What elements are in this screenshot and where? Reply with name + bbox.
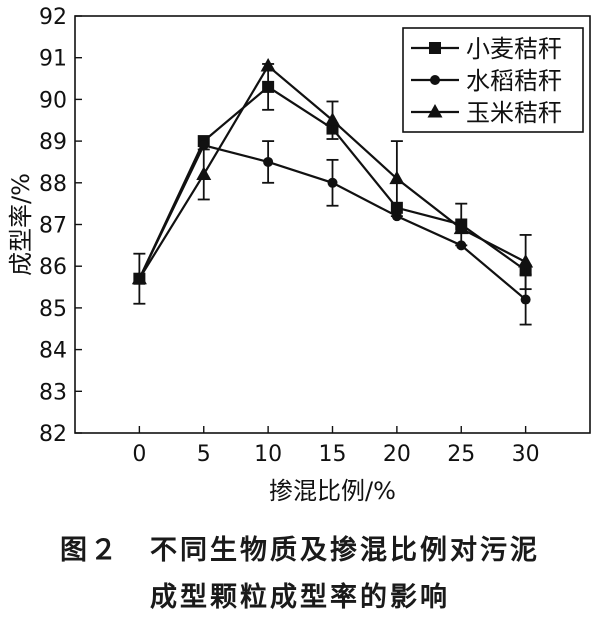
x-tick-label: 20	[383, 442, 411, 467]
y-tick-label: 88	[39, 172, 67, 197]
data-point	[518, 254, 534, 268]
x-tick-label: 10	[254, 442, 282, 467]
y-axis-label: 成型率/%	[7, 173, 35, 276]
x-axis-label: 掺混比例/%	[269, 477, 396, 505]
legend-marker	[430, 75, 440, 85]
legend-marker	[427, 104, 443, 118]
y-tick-label: 89	[39, 130, 67, 155]
legend-label: 小麦秸秆	[466, 35, 562, 63]
y-tick-label: 92	[39, 5, 67, 30]
data-point	[198, 140, 209, 151]
data-point	[453, 220, 469, 235]
chart-axes: 82 83 84 85 86 87 88 89 90 91 92 0 5 10 15 20 25 30 掺混比例/%…	[7, 5, 591, 505]
y-tick-label: 85	[39, 297, 67, 322]
figure-caption-line-1: 图２ 不同生物质及掺混比例对污泥	[60, 535, 540, 566]
y-tick-label: 83	[39, 380, 67, 405]
data-point	[196, 166, 212, 180]
y-tick-label: 91	[39, 47, 67, 72]
x-tick-label: 15	[319, 442, 347, 467]
y-tick-label: 84	[39, 339, 67, 364]
data-point	[456, 240, 467, 251]
legend-marker	[429, 42, 441, 54]
data-point	[263, 156, 274, 167]
y-tick-label: 86	[39, 255, 67, 280]
data-point	[262, 80, 275, 93]
x-tick-label: 0	[132, 442, 146, 467]
data-point	[325, 112, 340, 126]
data-point	[520, 294, 531, 305]
figure-caption-line-2: 成型颗粒成型率的影响	[150, 582, 450, 613]
data-point	[389, 170, 405, 185]
legend-label: 玉米秸秆	[466, 99, 562, 127]
y-tick-label: 82	[39, 422, 67, 447]
series-layer	[131, 58, 534, 326]
y-tick-label: 87	[39, 214, 67, 239]
x-tick-label: 30	[512, 442, 540, 467]
x-tick-label: 25	[447, 442, 475, 467]
data-point	[131, 270, 147, 285]
line-chart: 82 83 84 85 86 87 88 89 90 91 92 0 5 10 15 20 25 30 掺混比例/%…	[7, 5, 591, 505]
series-triangle	[131, 58, 534, 291]
x-tick-label: 5	[197, 442, 211, 467]
y-tick-label: 90	[39, 88, 67, 113]
data-point	[327, 177, 338, 188]
legend-label: 水稻秸秆	[466, 67, 562, 95]
data-point	[260, 58, 276, 72]
